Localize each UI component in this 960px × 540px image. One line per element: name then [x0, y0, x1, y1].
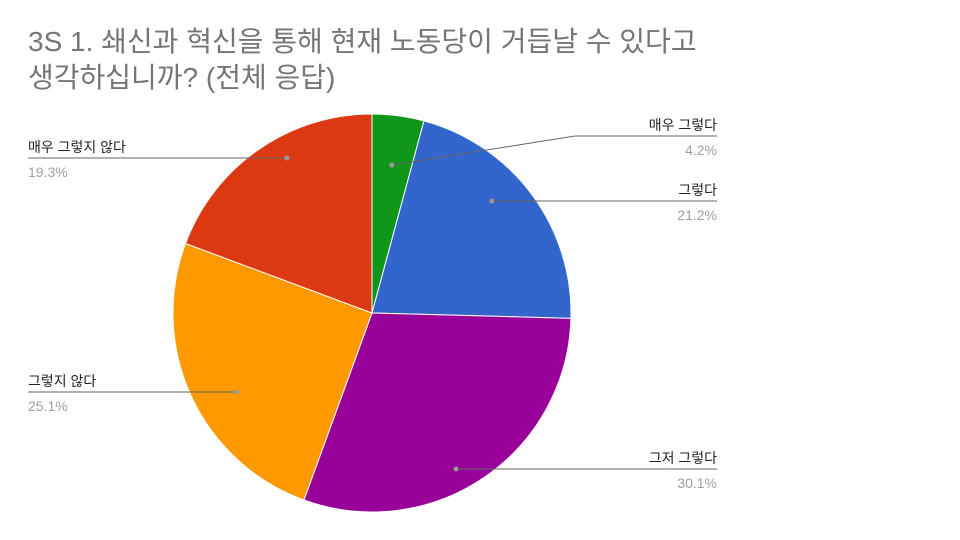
- leader-dot: [453, 466, 459, 472]
- slice-label: 매우 그렇다: [649, 117, 717, 133]
- pie-slice: [184, 113, 373, 314]
- slice-label: 그저 그렇다: [649, 450, 717, 466]
- leader-dot: [389, 162, 395, 168]
- slice-value-label: 21.2%: [677, 207, 717, 223]
- leader-dot: [489, 198, 495, 204]
- chart-title: 3S 1. 쇄신과 혁신을 통해 현재 노동당이 거듭날 수 있다고 생각하십니…: [28, 26, 697, 93]
- leader-dot: [233, 389, 239, 395]
- leader-dot: [284, 155, 290, 161]
- slice-value-label: 25.1%: [28, 398, 68, 414]
- slice-label: 그렇지 않다: [28, 373, 96, 389]
- pie-slice: [303, 312, 572, 513]
- slice-label: 매우 그렇지 않다: [28, 139, 126, 155]
- pie-slice: [172, 242, 373, 501]
- pie-slice: [371, 120, 572, 319]
- slice-value-label: 30.1%: [677, 475, 717, 491]
- slice-value-label: 19.3%: [28, 164, 68, 180]
- slice-value-label: 4.2%: [685, 142, 717, 158]
- leader-line: [391, 135, 717, 166]
- slice-label: 그렇다: [678, 182, 717, 198]
